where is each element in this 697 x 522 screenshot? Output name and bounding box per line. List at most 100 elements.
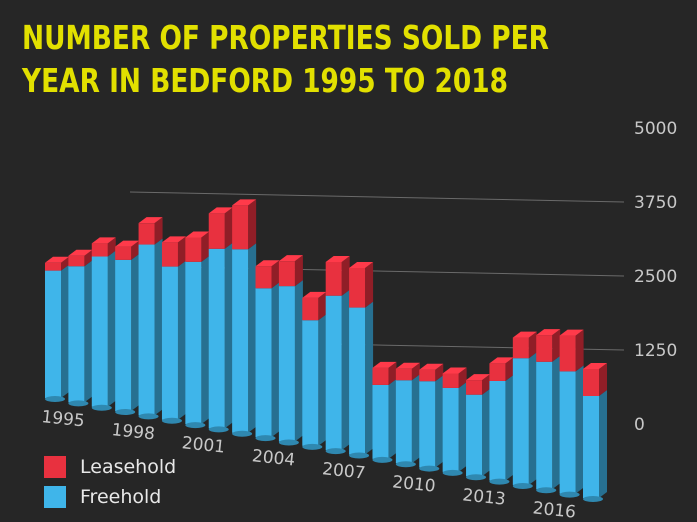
x-tick-label: 2010: [391, 472, 436, 496]
gridline: [129, 191, 625, 203]
bar-freehold: [161, 266, 178, 420]
bar-leasehold-top: [325, 255, 350, 262]
bar-base: [489, 478, 510, 485]
y-tick-label: 3750: [634, 193, 677, 213]
bar-leasehold: [115, 246, 132, 260]
bar-base: [255, 435, 276, 442]
bar-base: [372, 456, 393, 463]
bar-freehold: [489, 380, 506, 481]
bar-leasehold-side: [435, 363, 444, 382]
bar-freehold: [559, 371, 576, 494]
x-tick-label: 2001: [181, 433, 226, 457]
x-tick-label: 2016: [532, 498, 577, 522]
x-tick-label: 2004: [251, 446, 296, 470]
bar-base: [302, 443, 323, 450]
bar-freehold: [419, 381, 436, 468]
bar-freehold: [91, 256, 108, 407]
bar-leasehold-top: [466, 374, 491, 381]
bar-leasehold: [232, 205, 249, 250]
bar-freehold-side: [84, 260, 93, 403]
bar-freehold: [185, 261, 202, 425]
bar-leasehold: [255, 266, 272, 289]
bar-leasehold: [466, 380, 483, 395]
bar-2014: [489, 357, 514, 485]
bar-leasehold-side: [575, 329, 584, 372]
bar-1996: [68, 249, 93, 407]
bar-leasehold-top: [583, 363, 607, 369]
bar-base: [512, 482, 533, 489]
bar-leasehold: [278, 261, 295, 287]
bar-base: [161, 417, 182, 424]
bar-leasehold-side: [84, 249, 93, 267]
bar-base: [419, 465, 440, 472]
legend-item-freehold: Freehold: [44, 482, 176, 512]
bar-leasehold-top: [45, 256, 69, 263]
legend-label-freehold: Freehold: [80, 486, 162, 508]
bar-leasehold-top: [91, 237, 116, 244]
bar-base: [325, 448, 346, 455]
bar-base: [536, 487, 557, 494]
bar-leasehold: [559, 335, 576, 372]
bar-2015: [512, 331, 537, 489]
bar-leasehold: [161, 242, 178, 267]
bar-2005: [278, 255, 303, 446]
bar-freehold-side: [318, 314, 327, 446]
bar-leasehold-side: [248, 199, 257, 250]
x-tick-label: 1995: [40, 407, 85, 431]
bar-leasehold-top: [232, 199, 257, 206]
bar-leasehold-side: [318, 291, 327, 321]
bar-2011: [419, 363, 444, 472]
bars: [45, 199, 607, 502]
y-tick-label: 5000: [634, 119, 677, 139]
bar-freehold: [115, 259, 132, 412]
bar-2003: [232, 199, 257, 437]
bar-freehold-side: [248, 243, 257, 433]
bar-base: [232, 430, 253, 437]
y-tick-label: 2500: [634, 267, 677, 287]
bar-freehold: [45, 270, 61, 398]
bar-freehold-side: [294, 280, 303, 442]
bar-2012: [442, 367, 467, 476]
bar-leasehold-side: [294, 255, 303, 287]
bar-leasehold-side: [552, 329, 561, 362]
bar-freehold-side: [575, 365, 584, 494]
bar-freehold-side: [599, 390, 607, 498]
bar-freehold-side: [107, 250, 116, 407]
bar-freehold: [583, 396, 599, 498]
bar-leasehold-side: [599, 363, 607, 396]
bar-2004: [255, 260, 280, 442]
bar-leasehold-side: [224, 207, 233, 249]
bar-leasehold: [349, 268, 366, 308]
bar-leasehold-side: [271, 260, 280, 289]
bar-base: [466, 474, 487, 481]
bar-leasehold-side: [505, 357, 514, 381]
bar-leasehold: [185, 237, 202, 262]
bar-leasehold-top: [68, 249, 93, 256]
bar-leasehold-top: [255, 260, 280, 267]
bar-base: [583, 496, 603, 502]
bar-freehold: [536, 361, 553, 490]
x-tick-label: 1998: [111, 420, 156, 444]
bar-2013: [466, 374, 491, 481]
bar-leasehold-top: [419, 363, 444, 370]
bar-freehold: [466, 394, 483, 477]
bar-leasehold-side: [131, 240, 140, 260]
chart-title: NUMBER OF PROPERTIES SOLD PER YEAR IN BE…: [22, 16, 549, 102]
bar-freehold: [395, 380, 412, 464]
bar-leasehold: [395, 368, 412, 381]
bar-freehold-side: [177, 260, 186, 420]
bar-2016: [536, 329, 561, 494]
bar-freehold-side: [482, 388, 491, 477]
bar-leasehold-top: [185, 231, 210, 238]
bar-leasehold-side: [154, 217, 163, 245]
bar-freehold: [442, 387, 459, 472]
bar-leasehold: [138, 223, 155, 245]
legend-swatch-freehold: [44, 486, 66, 508]
bar-leasehold-top: [278, 255, 303, 262]
bar-2018: [583, 363, 607, 502]
bar-leasehold-side: [341, 255, 350, 296]
bar-leasehold: [45, 262, 61, 271]
bar-freehold-side: [435, 375, 444, 468]
bar-freehold: [208, 248, 225, 429]
